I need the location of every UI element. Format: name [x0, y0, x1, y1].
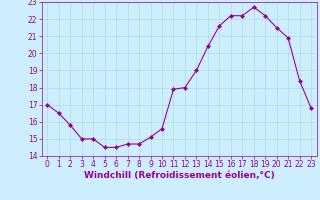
X-axis label: Windchill (Refroidissement éolien,°C): Windchill (Refroidissement éolien,°C) [84, 171, 275, 180]
